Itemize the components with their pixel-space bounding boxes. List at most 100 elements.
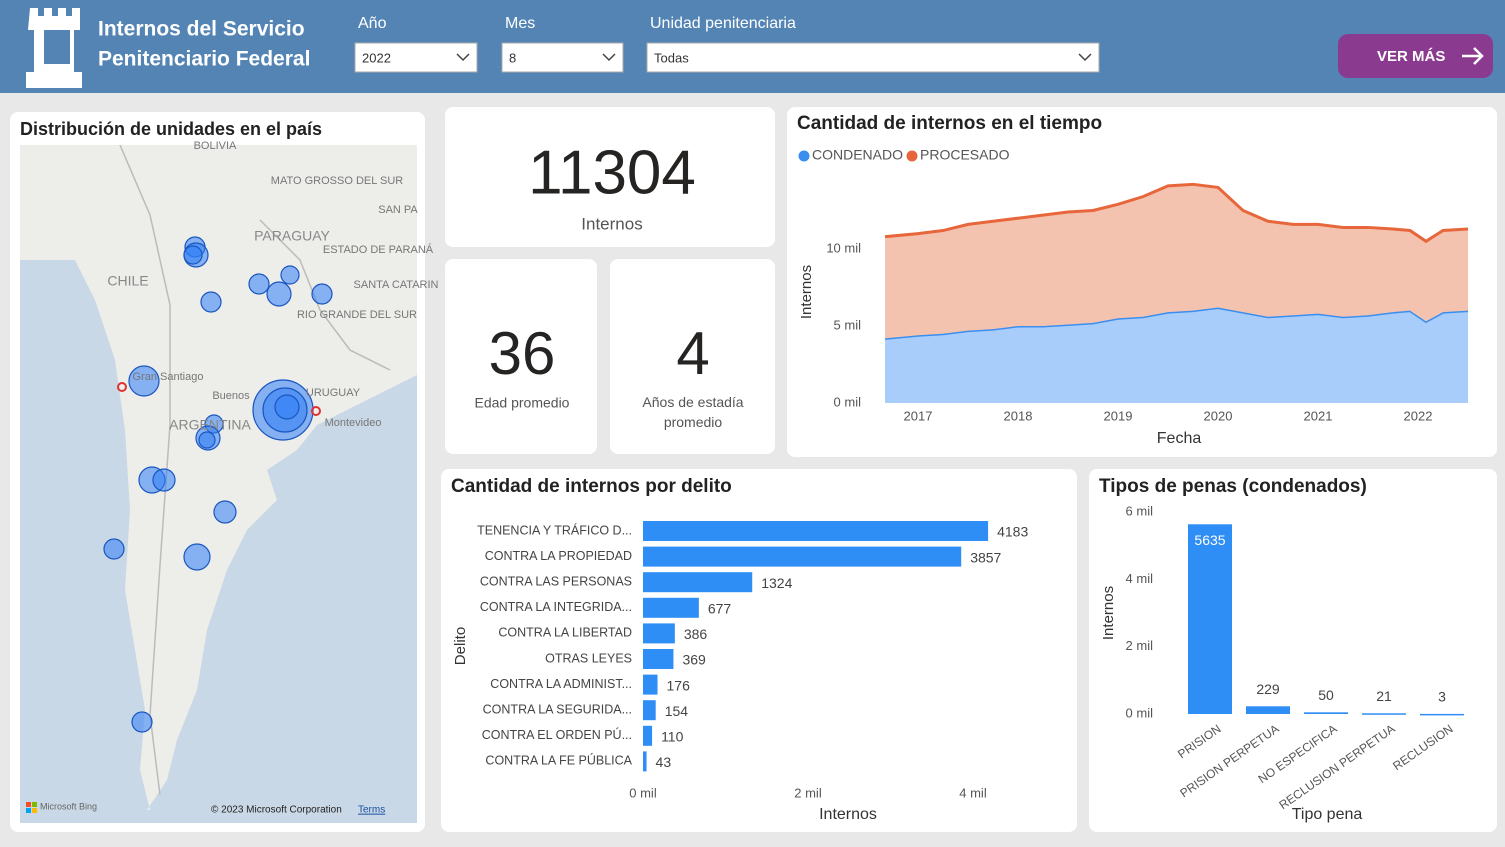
dropdown[interactable]: 2022 xyxy=(354,42,478,73)
y-tick-label: CONTRA LA LIBERTAD xyxy=(498,626,632,640)
card-value: 11304 xyxy=(528,138,696,207)
map-label: SAN PA xyxy=(378,204,418,216)
dropdown[interactable]: 8 xyxy=(501,42,624,73)
data-label: 3857 xyxy=(970,549,1001,565)
panel-title: Distribución de unidades en el país xyxy=(20,119,322,139)
dropdown-value: 8 xyxy=(509,50,516,65)
bar xyxy=(643,649,674,669)
bar xyxy=(1188,524,1232,714)
map-label: SANTA CATARIN xyxy=(354,279,439,291)
data-label: 229 xyxy=(1256,681,1280,697)
legend-label: CONDENADO xyxy=(812,147,903,163)
y-axis-label: Internos xyxy=(1100,586,1117,640)
filter-label: Año xyxy=(358,15,387,32)
map-markers xyxy=(103,236,333,733)
bar xyxy=(643,674,658,695)
y-axis-label: Delito xyxy=(452,627,469,665)
bar xyxy=(643,751,647,772)
button[interactable]: VER MÁS xyxy=(1338,34,1493,78)
y-tick-label: 5 mil xyxy=(834,317,862,332)
y-tick-label: 4 mil xyxy=(1126,571,1154,586)
map-terms[interactable]: Terms xyxy=(358,805,385,816)
bing-logo xyxy=(26,802,37,813)
map-label: RIO GRANDE DEL SUR xyxy=(297,309,417,321)
bar xyxy=(643,725,653,746)
y-tick-label: 6 mil xyxy=(1126,503,1154,518)
x-axis-label: Tipo pena xyxy=(1292,806,1363,823)
dropdown[interactable]: Todas xyxy=(646,42,1100,73)
y-axis-label: Internos xyxy=(798,265,815,319)
data-label: 110 xyxy=(661,729,684,745)
bar xyxy=(1246,706,1290,714)
data-label: 4183 xyxy=(997,524,1028,540)
data-label: 21 xyxy=(1376,688,1392,704)
title: Internos del Servicio xyxy=(98,18,305,41)
line xyxy=(884,182,1469,244)
legend-label: PROCESADO xyxy=(920,147,1010,163)
x-tick-label: 2 mil xyxy=(794,785,822,800)
data-label: 5635 xyxy=(1194,532,1225,548)
data-label: 3 xyxy=(1438,689,1446,705)
data-label: 1324 xyxy=(761,575,792,591)
button-label: VER MÁS xyxy=(1377,48,1445,65)
y-tick-label: CONTRA LA FE PÚBLICA xyxy=(485,753,632,768)
map-label: Buenos xyxy=(212,390,250,402)
x-tick-label: 2019 xyxy=(1104,408,1133,423)
x-axis-label: Fecha xyxy=(1157,430,1202,447)
title: Penitenciario Federal xyxy=(98,48,310,71)
chart-title: Tipos de penas (condenados) xyxy=(1099,476,1367,497)
chart-title: Cantidad de internos por delito xyxy=(451,476,732,497)
logo xyxy=(26,8,82,88)
data-label: 386 xyxy=(684,626,708,642)
dropdown-value: 2022 xyxy=(362,50,391,65)
bar xyxy=(643,623,675,644)
map-panel: Distribución de unidades en el país BOLI… xyxy=(10,112,439,832)
card-label: Años de estadía promedio xyxy=(642,394,744,430)
data-label: 43 xyxy=(656,754,672,770)
card xyxy=(445,107,775,247)
card-label: Edad promedio xyxy=(475,395,570,411)
y-tick-label: CONTRA LA SEGURIDA... xyxy=(483,702,632,716)
x-tick-label: 2022 xyxy=(1404,408,1433,423)
y-tick-label: OTRAS LEYES xyxy=(545,651,632,665)
bar xyxy=(643,546,962,567)
data-label: 677 xyxy=(708,601,732,617)
map-label: PARAGUAY xyxy=(254,228,330,244)
map-label: Montevideo xyxy=(325,417,382,429)
bar xyxy=(643,572,753,593)
map-copyright: © 2023 Microsoft Corporation xyxy=(211,805,342,816)
bar xyxy=(643,700,656,721)
map-labels: BOLIVIA MATO GROSSO DEL SUR SAN PA PARAGUAY… xyxy=(107,140,438,433)
cards: 11304 Internos 36 Edad promedio 4 Años d… xyxy=(445,107,775,454)
card xyxy=(610,259,775,454)
header: Internos del Servicio Penitenciario Fede… xyxy=(0,0,1505,93)
y-tick-label: CONTRA LA INTEGRIDA... xyxy=(480,600,632,614)
y-tick-label: CONTRA LAS PERSONAS xyxy=(480,574,632,588)
map-label: ARGENTINA xyxy=(169,417,251,433)
y-tick-label: TENENCIA Y TRÁFICO D... xyxy=(477,522,632,537)
chart-title: Cantidad de internos en el tiempo xyxy=(797,113,1102,134)
area xyxy=(885,184,1468,339)
bar xyxy=(643,521,989,541)
bar xyxy=(643,597,699,618)
card xyxy=(445,259,597,454)
card-label-box: Años de estadía promedio xyxy=(642,394,744,430)
data-label: 50 xyxy=(1318,687,1334,703)
data-label: 369 xyxy=(682,652,706,668)
x-tick-label: 2021 xyxy=(1304,408,1333,423)
data-label: 154 xyxy=(665,703,689,719)
filter-label: Unidad penitenciaria xyxy=(650,15,796,32)
map-label: CHILE xyxy=(107,273,148,289)
x-tick-label: 4 mil xyxy=(959,785,987,800)
y-tick-label: CONTRA EL ORDEN PÚ... xyxy=(482,727,632,742)
card-value: 4 xyxy=(676,320,709,387)
x-tick-label: 2018 xyxy=(1004,408,1033,423)
x-tick-label: 2017 xyxy=(904,408,933,423)
city-dot xyxy=(311,406,321,416)
x-tick-label: 2020 xyxy=(1204,408,1233,423)
y-tick-label: CONTRA LA ADMINIST... xyxy=(490,677,632,691)
card-value: 36 xyxy=(489,320,556,387)
legend-marker xyxy=(798,150,810,162)
map xyxy=(20,145,417,823)
